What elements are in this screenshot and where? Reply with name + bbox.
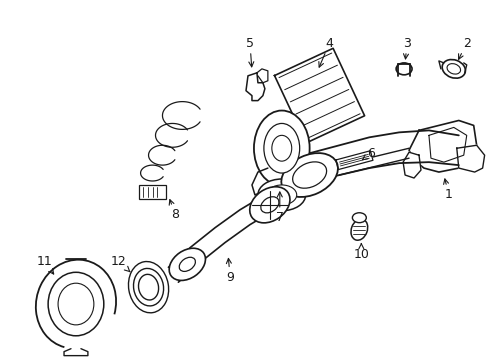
Ellipse shape [169,248,205,280]
Text: 9: 9 [225,258,234,284]
Ellipse shape [260,197,278,213]
Polygon shape [456,145,484,172]
Text: 12: 12 [111,255,130,272]
Ellipse shape [352,213,366,223]
Ellipse shape [292,162,326,188]
Ellipse shape [441,59,465,78]
Ellipse shape [128,261,168,313]
Polygon shape [335,151,372,170]
Ellipse shape [446,64,460,74]
Ellipse shape [249,187,289,223]
Ellipse shape [179,257,195,271]
Ellipse shape [271,135,291,161]
Ellipse shape [257,179,305,211]
Polygon shape [269,130,458,194]
Ellipse shape [133,269,163,306]
Ellipse shape [138,274,158,300]
Polygon shape [168,195,274,282]
Ellipse shape [281,153,337,197]
Ellipse shape [350,219,367,240]
Text: 5: 5 [245,37,253,67]
Ellipse shape [264,123,299,173]
Bar [138,185,166,199]
Ellipse shape [266,185,296,205]
Polygon shape [408,121,476,172]
Polygon shape [402,152,420,178]
Text: 1: 1 [443,179,452,201]
Text: 11: 11 [36,255,54,274]
Ellipse shape [395,63,411,75]
Text: 4: 4 [318,37,333,67]
Text: 10: 10 [353,243,368,261]
Ellipse shape [253,111,309,186]
Text: 3: 3 [402,37,410,59]
Text: 7: 7 [275,192,283,224]
Text: 2: 2 [458,37,470,59]
Polygon shape [245,73,264,100]
Text: 8: 8 [169,200,179,221]
Polygon shape [274,48,364,143]
Ellipse shape [48,272,103,336]
Ellipse shape [58,283,94,325]
Text: 6: 6 [362,147,374,160]
